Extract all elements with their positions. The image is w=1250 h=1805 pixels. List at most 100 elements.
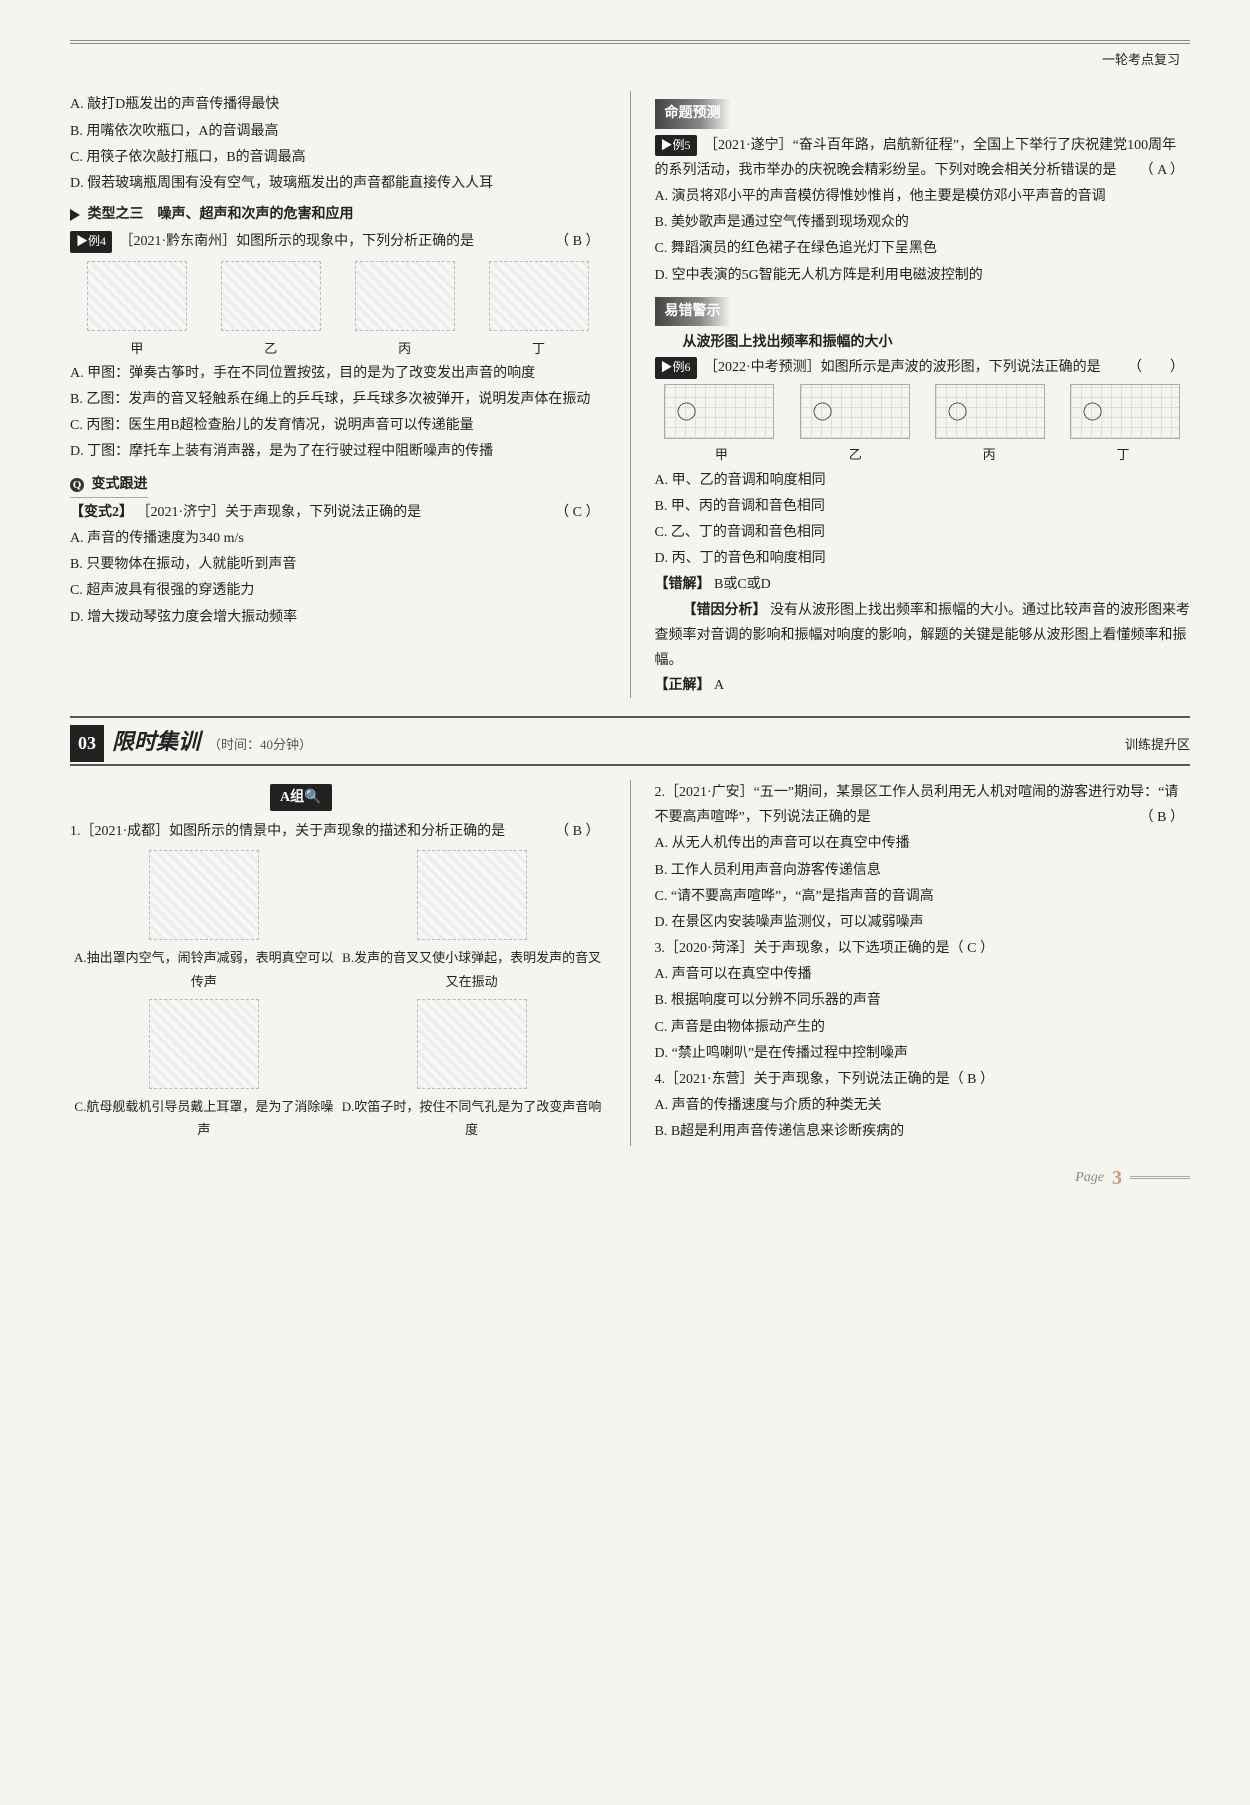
q2-answer: （ B ） <box>1140 805 1184 830</box>
ex6-src: ［2022·中考预测］如图所示是声波的波形图，下列说法正确的是 <box>704 360 1101 375</box>
var2-opt-C: C. 超声波具有很强的穿透能力 <box>70 578 606 603</box>
q1-cap-row1: A.抽出罩内空气，闹铃声减弱，表明真空可以传声 B.发声的音叉又使小球弹起，表明… <box>70 946 606 993</box>
lbl-yi: 乙 <box>204 337 338 360</box>
magnifier-icon: 🔍 <box>304 790 321 805</box>
var2-src: ［2021·济宁］关于声现象，下列说法正确的是 <box>137 505 422 520</box>
var2-stem: 【变式2】 ［2021·济宁］关于声现象，下列说法正确的是 （ C ） <box>70 500 606 525</box>
left-column: A. 敲打D瓶发出的声音传播得最快 B. 用嘴依次吹瓶口，A的音调最高 C. 用… <box>70 91 606 698</box>
ex6-opt-B: B. 甲、丙的音调和音色相同 <box>655 494 1191 519</box>
prediction-header: 命题预测 <box>655 99 731 128</box>
ex4-img-bing <box>355 261 455 331</box>
q1-cap-D: D.吹笛子时，按住不同气孔是为了改变声音响度 <box>338 1095 606 1142</box>
wrong-reason: 【错因分析】 没有从波形图上找出频率和振幅的大小。通过比较声音的波形图来考查频率… <box>655 598 1191 674</box>
lbl-bing: 丙 <box>338 337 472 360</box>
q3-opt-C: C. 声音是由物体振动产生的 <box>655 1015 1191 1040</box>
opt-B: B. 用嘴依次吹瓶口，A的音调最高 <box>70 119 606 144</box>
opt-A: A. 敲打D瓶发出的声音传播得最快 <box>70 92 606 117</box>
q2-opt-B: B. 工作人员利用声音向游客传递信息 <box>655 858 1191 883</box>
q4-opt-A: A. 声音的传播速度与介质的种类无关 <box>655 1093 1191 1118</box>
ex5-stem: ▶例5 ［2021·遂宁］“奋斗百年路，启航新征程”，全国上下举行了庆祝建党10… <box>655 133 1191 183</box>
q2-stem: 2.［2021·广安］“五一”期间，某景区工作人员利用无人机对喧闹的游客进行劝导… <box>655 780 1191 830</box>
ex4-opt-B: B. 乙图：发声的音叉轻触系在绳上的乒乓球，乒乓球多次被弹开，说明发声体在振动 <box>70 387 606 412</box>
reason-label: 【错因分析】 <box>683 603 767 618</box>
sec03-columns: A组🔍 1.［2021·成都］如图所示的情景中，关于声现象的描述和分析正确的是 … <box>70 780 1190 1146</box>
ex5-opt-B: B. 美妙歌声是通过空气传播到现场观众的 <box>655 210 1191 235</box>
ex5-opt-C: C. 舞蹈演员的红色裙子在绿色追光灯下呈黑色 <box>655 236 1191 261</box>
correct-value: A <box>714 678 724 693</box>
q1-cap-row2: C.航母舰载机引导员戴上耳罩，是为了消除噪声 D.吹笛子时，按住不同气孔是为了改… <box>70 1095 606 1142</box>
sec03-right-col: 2.［2021·广安］“五一”期间，某景区工作人员利用无人机对喧闹的游客进行劝导… <box>655 780 1191 1146</box>
group-a-text: A组 <box>280 790 304 805</box>
q1-img-A <box>149 850 259 940</box>
q2-opt-D: D. 在景区内安装噪声监测仪，可以减弱噪声 <box>655 910 1191 935</box>
sec03-title-bar: 03 限时集训 （时间：40分钟） 训练提升区 <box>70 722 1190 766</box>
q1-answer: （ B ） <box>555 819 599 844</box>
triangle-icon <box>70 209 80 221</box>
correct-answer: 【正解】 A <box>655 673 1191 698</box>
q1-img-row1 <box>70 850 606 940</box>
waveform-labels: 甲 乙 丙 丁 <box>655 443 1191 466</box>
q1-stem: 1.［2021·成都］如图所示的情景中，关于声现象的描述和分析正确的是 （ B … <box>70 819 606 844</box>
ex4-opt-D: D. 丁图：摩托车上装有消声器，是为了在行驶过程中阻断噪声的传播 <box>70 439 606 464</box>
ex5-opt-A: A. 演员将邓小平的声音模仿得惟妙惟肖，他主要是模仿邓小平声音的音调 <box>655 184 1191 209</box>
wave-ding <box>1070 384 1180 439</box>
header-rule <box>70 40 1190 44</box>
upper-columns: A. 敲打D瓶发出的声音传播得最快 B. 用嘴依次吹瓶口，A的音调最高 C. 用… <box>70 91 1190 698</box>
sec03-right: 训练提升区 <box>1125 733 1190 756</box>
ex5-tag: ▶例5 <box>655 135 697 157</box>
wlbl-ding: 丁 <box>1117 443 1130 466</box>
opt-D: D. 假若玻璃瓶周围有没有空气，玻璃瓶发出的声音都能直接传入人耳 <box>70 171 606 196</box>
lbl-ding: 丁 <box>472 337 606 360</box>
q4-opt-B: B. B超是利用声音传递信息来诊断疾病的 <box>655 1119 1191 1144</box>
sec03-num: 03 <box>70 725 104 761</box>
q3-opt-D: D. “禁止鸣喇叭”是在传播过程中控制噪声 <box>655 1041 1191 1066</box>
q3-opt-A: A. 声音可以在真空中传播 <box>655 962 1191 987</box>
page-number: 3 <box>1112 1160 1122 1196</box>
ex6-opt-C: C. 乙、丁的音调和音色相同 <box>655 520 1191 545</box>
q1-img-B <box>417 850 527 940</box>
header-breadcrumb: 一轮考点复习 <box>70 48 1190 71</box>
varfollow-title: 变式跟进 <box>92 477 148 492</box>
ex6-tag: ▶例6 <box>655 357 697 379</box>
sec03-sub: （时间：40分钟） <box>208 733 312 756</box>
q2-opt-C: C. “请不要高声喧哗”，“高”是指声音的音调高 <box>655 884 1191 909</box>
wlbl-bing: 丙 <box>983 443 996 466</box>
wave-yi <box>800 384 910 439</box>
q1-cap-C: C.航母舰载机引导员戴上耳罩，是为了消除噪声 <box>70 1095 338 1142</box>
var2-answer: （ C ） <box>555 500 599 525</box>
sec03-divider <box>630 780 631 1146</box>
sec03-left: A组🔍 1.［2021·成都］如图所示的情景中，关于声现象的描述和分析正确的是 … <box>70 780 606 1146</box>
ex4-opt-C: C. 丙图：医生用B超检查胎儿的发育情况，说明声音可以传递能量 <box>70 413 606 438</box>
q1-cap-B: B.发声的音叉又使小球弹起，表明发声的音叉又在振动 <box>338 946 606 993</box>
column-divider <box>630 91 631 698</box>
wrong-label: 【错解】 <box>655 577 711 592</box>
wrong-value: B或C或D <box>714 577 771 592</box>
q3-stem: 3.［2020·菏泽］关于声现象，以下选项正确的是（ C ） <box>655 936 1191 961</box>
ex4-answer: （ B ） <box>555 229 599 254</box>
ex5-src: ［2021·遂宁］“奋斗百年路，启航新征程”，全国上下举行了庆祝建党100周年的… <box>655 138 1177 178</box>
ex4-img-labels: 甲 乙 丙 丁 <box>70 337 606 360</box>
q3-opt-B: B. 根据响度可以分辨不同乐器的声音 <box>655 988 1191 1013</box>
ex6-opt-D: D. 丙、丁的音色和响度相同 <box>655 546 1191 571</box>
ex5-answer: （ A ） <box>1140 158 1184 183</box>
ex5-opt-D: D. 空中表演的5G智能无人机方阵是利用电磁波控制的 <box>655 263 1191 288</box>
lbl-jia: 甲 <box>70 337 204 360</box>
ex6-opt-A: A. 甲、乙的音调和响度相同 <box>655 468 1191 493</box>
wrong-answer: 【错解】 B或C或D <box>655 572 1191 597</box>
ex4-src: ［2021·黔东南州］如图所示的现象中，下列分析正确的是 <box>120 234 475 249</box>
ex4-img-ding <box>489 261 589 331</box>
waveform-row <box>655 384 1191 439</box>
ex4-images <box>70 261 606 331</box>
q2-opt-A: A. 从无人机传出的声音可以在真空中传播 <box>655 831 1191 856</box>
varfollow-header: Q 变式跟进 <box>70 472 148 498</box>
ex4-tag: ▶例4 <box>70 231 112 253</box>
q1-src: 1.［2021·成都］如图所示的情景中，关于声现象的描述和分析正确的是 <box>70 824 505 839</box>
footer: Page 3 <box>70 1160 1190 1196</box>
right-column: 命题预测 ▶例5 ［2021·遂宁］“奋斗百年路，启航新征程”，全国上下举行了庆… <box>655 91 1191 698</box>
sec03-title: 限时集训 <box>112 722 200 762</box>
q1-img-row2 <box>70 999 606 1089</box>
wlbl-jia: 甲 <box>715 443 728 466</box>
wave-bing <box>935 384 1045 439</box>
q4-stem: 4.［2021·东营］关于声现象，下列说法正确的是（ B ） <box>655 1067 1191 1092</box>
footer-rule <box>1130 1176 1190 1179</box>
